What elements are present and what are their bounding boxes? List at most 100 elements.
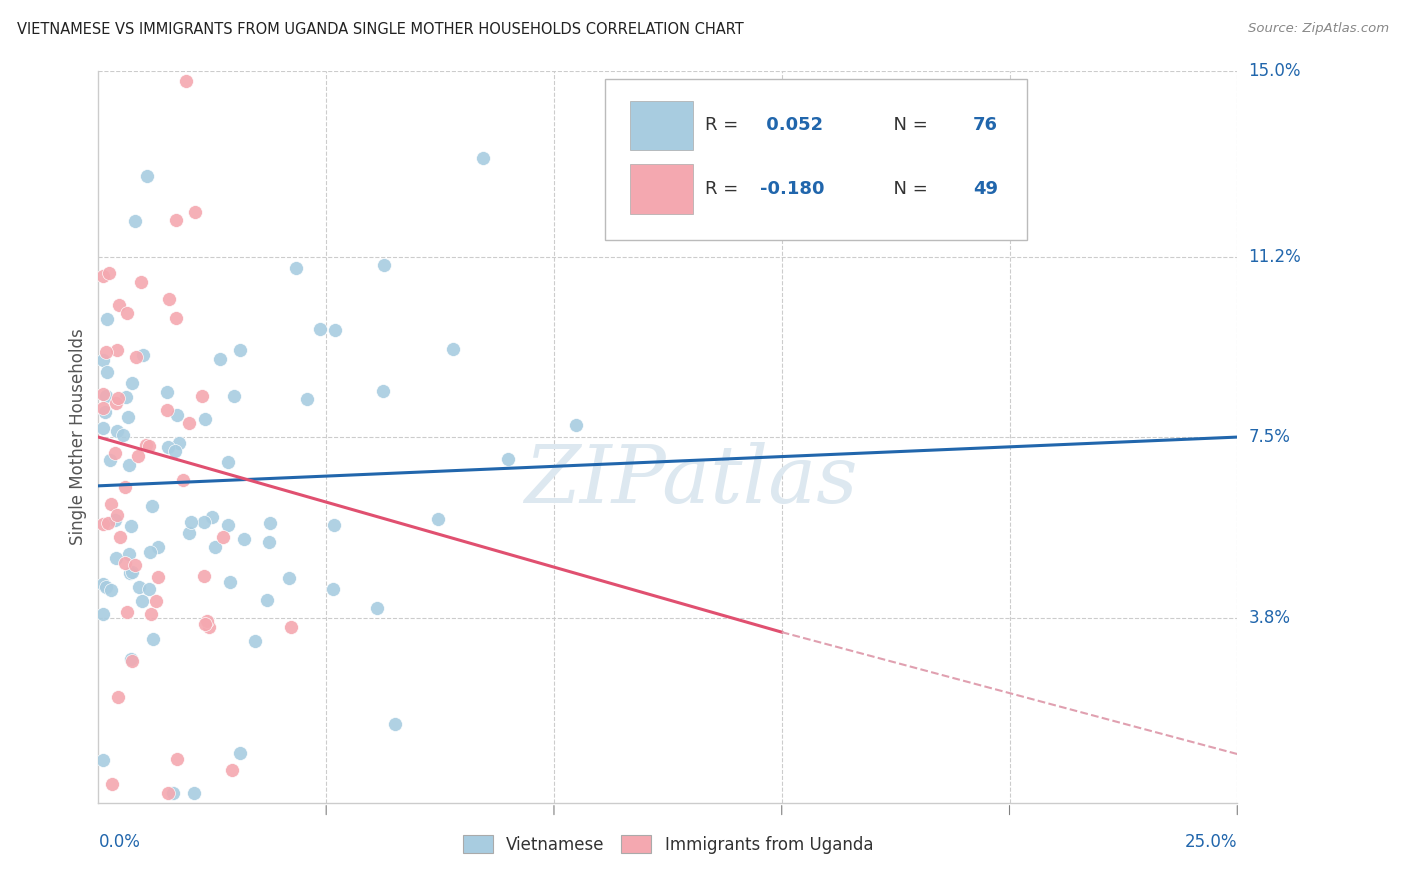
Point: [229, 343, 252, 357]
Y-axis label: Single Mother Households: Single Mother Households: [69, 329, 87, 545]
Text: N =: N =: [882, 180, 934, 198]
Text: 7.5%: 7.5%: [1249, 428, 1291, 446]
Point: [212, 530, 235, 544]
Text: 49: 49: [973, 180, 998, 198]
Text: 11.2%: 11.2%: [1249, 248, 1301, 266]
Point: [105, 343, 128, 357]
Point: [169, 436, 191, 450]
Point: [91, 753, 114, 767]
Point: [139, 545, 162, 559]
Text: 15.0%: 15.0%: [1249, 62, 1301, 80]
Point: [496, 451, 519, 466]
Point: [120, 566, 142, 580]
Text: R =: R =: [706, 117, 744, 135]
Text: -0.180: -0.180: [761, 180, 824, 198]
Point: [105, 425, 128, 439]
Text: 0.0%: 0.0%: [98, 833, 141, 851]
Point: [121, 565, 143, 579]
Point: [120, 652, 142, 666]
Point: [426, 512, 449, 526]
Point: [280, 620, 302, 634]
Point: [111, 427, 134, 442]
Point: [91, 386, 114, 401]
Point: [141, 499, 163, 513]
Point: [295, 392, 318, 406]
Point: [219, 575, 242, 590]
Point: [183, 786, 205, 800]
Point: [166, 408, 188, 422]
Point: [373, 258, 395, 272]
Point: [115, 605, 138, 619]
Point: [204, 541, 226, 555]
Point: [162, 786, 184, 800]
Point: [96, 344, 118, 359]
Text: R =: R =: [706, 180, 744, 198]
Point: [285, 260, 308, 275]
Point: [384, 717, 406, 731]
Point: [309, 322, 332, 336]
Point: [117, 410, 139, 425]
Point: [136, 169, 159, 183]
Point: [259, 516, 281, 531]
Text: 3.8%: 3.8%: [1249, 608, 1291, 626]
Point: [91, 352, 114, 367]
Point: [198, 620, 221, 634]
Point: [323, 518, 346, 533]
Point: [114, 480, 136, 494]
Point: [94, 389, 117, 403]
Point: [193, 569, 215, 583]
Text: ZIPatlas: ZIPatlas: [524, 442, 858, 520]
Point: [471, 151, 494, 165]
Point: [117, 306, 139, 320]
Point: [142, 632, 165, 646]
Point: [243, 634, 266, 648]
Point: [96, 365, 118, 379]
Point: [222, 389, 245, 403]
Point: [131, 275, 153, 289]
Point: [157, 786, 180, 800]
Point: [108, 530, 131, 544]
Point: [146, 570, 169, 584]
Point: [94, 405, 117, 419]
Point: [323, 323, 346, 337]
Text: 25.0%: 25.0%: [1185, 833, 1237, 851]
FancyBboxPatch shape: [605, 78, 1026, 240]
Point: [114, 556, 136, 570]
Point: [91, 607, 114, 622]
Point: [221, 763, 243, 777]
Point: [107, 391, 129, 405]
Point: [98, 266, 121, 280]
Point: [105, 508, 128, 522]
Point: [104, 446, 127, 460]
Point: [229, 747, 252, 761]
Point: [177, 526, 200, 541]
Point: [96, 581, 118, 595]
Point: [91, 516, 114, 531]
Point: [180, 516, 202, 530]
Point: [101, 777, 124, 791]
Point: [115, 390, 138, 404]
Text: VIETNAMESE VS IMMIGRANTS FROM UGANDA SINGLE MOTHER HOUSEHOLDS CORRELATION CHART: VIETNAMESE VS IMMIGRANTS FROM UGANDA SIN…: [17, 22, 744, 37]
Point: [194, 412, 217, 426]
Point: [184, 205, 207, 219]
Point: [165, 311, 187, 326]
Point: [139, 607, 162, 621]
Point: [166, 752, 188, 766]
Point: [157, 292, 180, 306]
Text: 0.052: 0.052: [761, 117, 824, 135]
Point: [96, 312, 118, 326]
Point: [91, 268, 114, 283]
Point: [124, 214, 146, 228]
Point: [145, 594, 167, 608]
Point: [104, 513, 127, 527]
Point: [107, 297, 129, 311]
Point: [165, 444, 187, 458]
Point: [131, 593, 153, 607]
Point: [124, 558, 146, 572]
Point: [194, 617, 217, 632]
Point: [371, 384, 394, 398]
Point: [217, 455, 239, 469]
Point: [176, 74, 198, 88]
Point: [121, 654, 143, 668]
Point: [135, 438, 157, 452]
